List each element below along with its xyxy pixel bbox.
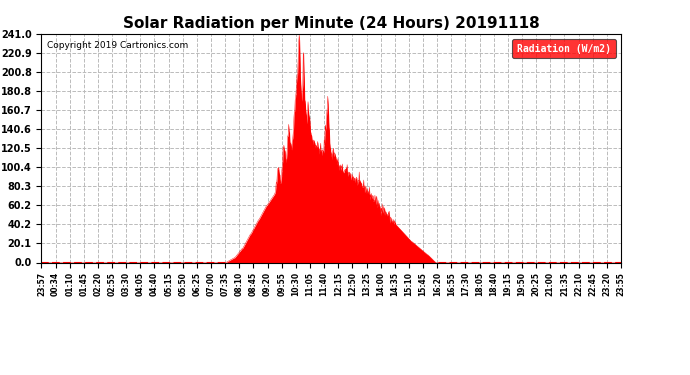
- Title: Solar Radiation per Minute (24 Hours) 20191118: Solar Radiation per Minute (24 Hours) 20…: [123, 16, 540, 31]
- Text: Copyright 2019 Cartronics.com: Copyright 2019 Cartronics.com: [47, 40, 188, 50]
- Legend: Radiation (W/m2): Radiation (W/m2): [513, 39, 616, 58]
